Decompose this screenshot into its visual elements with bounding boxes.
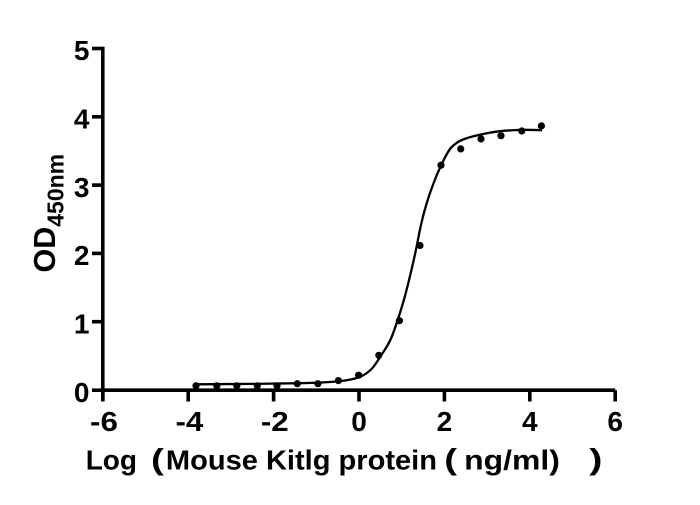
svg-text:ng/ml): ng/ml) bbox=[464, 445, 560, 476]
svg-text:-4: -4 bbox=[175, 407, 203, 438]
svg-text:3: 3 bbox=[74, 172, 90, 203]
svg-text:1: 1 bbox=[74, 308, 90, 339]
svg-text:4: 4 bbox=[522, 406, 538, 437]
svg-text:0: 0 bbox=[351, 406, 367, 437]
svg-text:5: 5 bbox=[74, 35, 90, 66]
svg-text:6: 6 bbox=[607, 406, 623, 437]
svg-text:(: ( bbox=[151, 443, 164, 476]
svg-text:-6: -6 bbox=[90, 407, 118, 438]
svg-text:): ) bbox=[589, 443, 602, 476]
svg-text:Log: Log bbox=[86, 444, 137, 475]
svg-text:2: 2 bbox=[437, 406, 453, 437]
svg-text:(: ( bbox=[444, 443, 457, 476]
svg-text:4: 4 bbox=[74, 104, 90, 135]
svg-text:Mouse Kitlg protein: Mouse Kitlg protein bbox=[166, 445, 437, 476]
svg-text:0: 0 bbox=[74, 377, 90, 408]
svg-text:-2: -2 bbox=[261, 407, 289, 438]
svg-text:2: 2 bbox=[74, 240, 90, 271]
